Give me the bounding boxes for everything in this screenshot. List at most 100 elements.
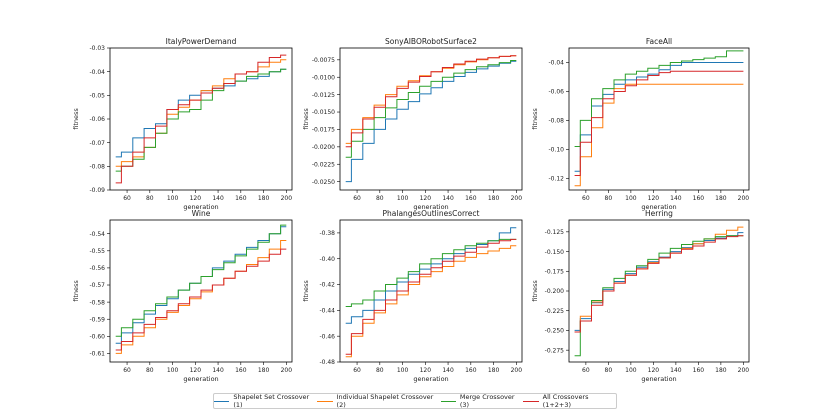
x-tick-label: 120 bbox=[648, 195, 660, 202]
x-tick-label: 60 bbox=[123, 195, 131, 202]
x-tick-label: 140 bbox=[670, 195, 682, 202]
y-tick-label: -0.10 bbox=[548, 147, 564, 154]
x-axis-label: generation bbox=[183, 375, 218, 383]
subplot-title: Herring bbox=[645, 209, 673, 218]
legend-item: Merge Crossover (3) bbox=[440, 393, 524, 409]
series-line-3 bbox=[345, 238, 517, 307]
legend: Shapelet Set Crossover (1) Individual Sh… bbox=[213, 393, 617, 409]
series-line-3 bbox=[574, 235, 744, 357]
y-tick-label: -0.200 bbox=[545, 288, 565, 295]
y-tick-label: -0.175 bbox=[545, 268, 565, 275]
series-line-3 bbox=[574, 50, 744, 147]
subplot-title: FaceAll bbox=[646, 37, 672, 46]
x-tick-label: 60 bbox=[123, 367, 131, 374]
series-line-3 bbox=[345, 60, 517, 158]
axes-frame bbox=[568, 47, 750, 191]
series-line-4 bbox=[574, 235, 744, 333]
series-line-1 bbox=[574, 62, 744, 172]
x-tick-label: 80 bbox=[376, 367, 384, 374]
legend-swatch-4 bbox=[523, 400, 539, 402]
subplot-2: SonyAIBORobotSurface2 60 80 100 120 140 160 180… bbox=[302, 37, 523, 211]
x-tick-label: 80 bbox=[376, 195, 384, 202]
y-axis-label: fitness bbox=[302, 108, 310, 130]
x-tick-label: 160 bbox=[235, 195, 247, 202]
legend-label-2: Individual Shapelet Crossover (2) bbox=[336, 393, 434, 409]
y-tick-label: -0.250 bbox=[545, 328, 565, 335]
y-tick-label: -0.08 bbox=[548, 118, 564, 125]
y-tick-label: -0.40 bbox=[319, 256, 335, 263]
x-tick-label: 80 bbox=[605, 367, 613, 374]
subplot-4: Wine 60 80 100 120 140 160 180 200 generation -0.6… bbox=[72, 209, 293, 383]
y-tick-label: -0.54 bbox=[89, 231, 105, 238]
y-tick-label: -0.58 bbox=[89, 299, 105, 306]
series-line-4 bbox=[574, 70, 744, 176]
y-tick-label: -0.04 bbox=[548, 60, 564, 67]
series-line-2 bbox=[574, 226, 744, 333]
x-tick-label: 120 bbox=[420, 195, 432, 202]
y-tick-label: -0.03 bbox=[89, 45, 105, 52]
x-tick-label: 80 bbox=[146, 367, 154, 374]
legend-item: Shapelet Set Crossover (1) bbox=[214, 393, 317, 409]
y-tick-label: -0.06 bbox=[548, 89, 564, 96]
y-tick-label: -0.0100 bbox=[312, 74, 335, 81]
x-tick-label: 180 bbox=[488, 195, 500, 202]
y-tick-label: -0.46 bbox=[319, 333, 335, 340]
y-tick-label: -0.44 bbox=[319, 308, 335, 315]
x-tick-label: 100 bbox=[167, 195, 179, 202]
x-tick-label: 200 bbox=[281, 367, 293, 374]
y-tick-label: -0.57 bbox=[89, 282, 105, 289]
legend-swatch-1 bbox=[214, 400, 230, 402]
x-tick-label: 140 bbox=[212, 367, 224, 374]
x-tick-label: 160 bbox=[465, 195, 477, 202]
x-tick-label: 200 bbox=[511, 195, 523, 202]
subplot-title: PhalangesOutlinesCorrect bbox=[382, 209, 479, 218]
y-tick-label: -0.38 bbox=[319, 230, 335, 237]
y-tick-label: -0.42 bbox=[319, 282, 335, 289]
legend-swatch-2 bbox=[317, 400, 333, 402]
series-line-1 bbox=[115, 68, 287, 158]
subplot-3: FaceAll 60 80 100 120 140 160 180 200 generation -… bbox=[531, 37, 750, 211]
legend-label-3: Merge Crossover (3) bbox=[459, 393, 515, 409]
x-axis-label: generation bbox=[641, 203, 676, 211]
x-tick-label: 180 bbox=[715, 195, 727, 202]
y-axis-label: fitness bbox=[302, 280, 310, 302]
axes-frame bbox=[109, 219, 293, 363]
x-axis-label: generation bbox=[641, 375, 676, 383]
y-tick-label: -0.09 bbox=[89, 187, 105, 194]
x-tick-label: 180 bbox=[488, 367, 500, 374]
y-tick-label: -0.150 bbox=[545, 249, 565, 256]
series-line-1 bbox=[574, 232, 744, 331]
legend-label-1: Shapelet Set Crossover (1) bbox=[233, 393, 310, 409]
x-axis-label: generation bbox=[413, 375, 448, 383]
axes-frame bbox=[339, 219, 523, 363]
x-axis-label: generation bbox=[413, 203, 448, 211]
series-line-2 bbox=[345, 55, 517, 144]
subplot-title: Wine bbox=[192, 209, 211, 218]
x-tick-label: 120 bbox=[190, 367, 202, 374]
y-tick-label: -0.61 bbox=[89, 351, 105, 358]
y-tick-label: -0.56 bbox=[89, 265, 105, 272]
legend-item: All Crossovers (1+2+3) bbox=[523, 393, 616, 409]
subplot-6: Herring 60 80 100 120 140 160 180 200 generation -… bbox=[531, 209, 750, 383]
y-tick-label: -0.07 bbox=[89, 140, 105, 147]
subplot-title: ItalyPowerDemand bbox=[166, 37, 237, 46]
x-tick-label: 200 bbox=[281, 195, 293, 202]
x-axis-label: generation bbox=[183, 203, 218, 211]
x-tick-label: 140 bbox=[442, 195, 454, 202]
axes-frame bbox=[568, 219, 750, 363]
y-tick-label: -0.0075 bbox=[312, 57, 335, 64]
y-tick-label: -0.0125 bbox=[312, 92, 335, 99]
y-axis-label: fitness bbox=[531, 280, 539, 302]
x-tick-label: 60 bbox=[582, 367, 590, 374]
subplot-title: SonyAIBORobotSurface2 bbox=[385, 37, 477, 46]
y-tick-label: -0.0225 bbox=[312, 161, 335, 168]
x-tick-label: 200 bbox=[738, 367, 750, 374]
y-tick-label: -0.0250 bbox=[312, 179, 335, 186]
subplot-5: PhalangesOutlinesCorrect 60 80 100 120 140 160… bbox=[302, 209, 523, 383]
y-axis-label: fitness bbox=[72, 108, 80, 130]
y-tick-label: -0.05 bbox=[89, 93, 105, 100]
legend-label-4: All Crossovers (1+2+3) bbox=[542, 393, 589, 409]
series-line-4 bbox=[345, 55, 517, 148]
y-tick-label: -0.04 bbox=[89, 69, 105, 76]
x-tick-label: 60 bbox=[353, 195, 361, 202]
